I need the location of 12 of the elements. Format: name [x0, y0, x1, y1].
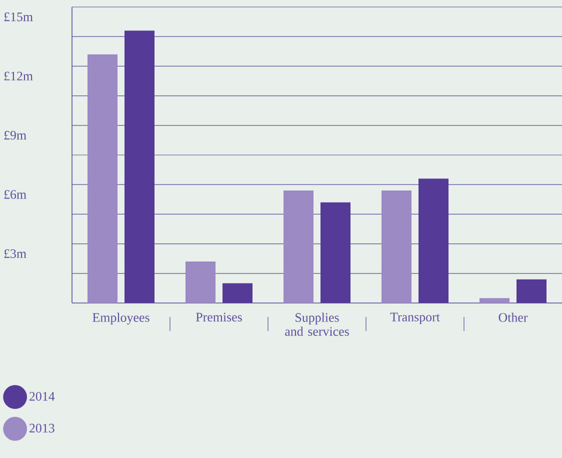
- y-tick-label: £6m: [4, 190, 26, 199]
- x-tick-label: Transport: [390, 312, 440, 324]
- x-tick-label: Other: [498, 312, 528, 322]
- legend-label: 2013: [30, 424, 54, 433]
- x-tick-label: Employees: [92, 312, 150, 325]
- x-tick-label: Premises: [196, 312, 242, 322]
- legend-label: 2014: [30, 392, 55, 401]
- y-tick-label: £15m: [4, 12, 33, 22]
- y-tick-label: £12m: [4, 72, 33, 80]
- y-tick-label: £9m: [4, 130, 26, 140]
- y-tick-label: £3m: [4, 249, 26, 258]
- x-tick-label: Supplies and services: [285, 312, 349, 336]
